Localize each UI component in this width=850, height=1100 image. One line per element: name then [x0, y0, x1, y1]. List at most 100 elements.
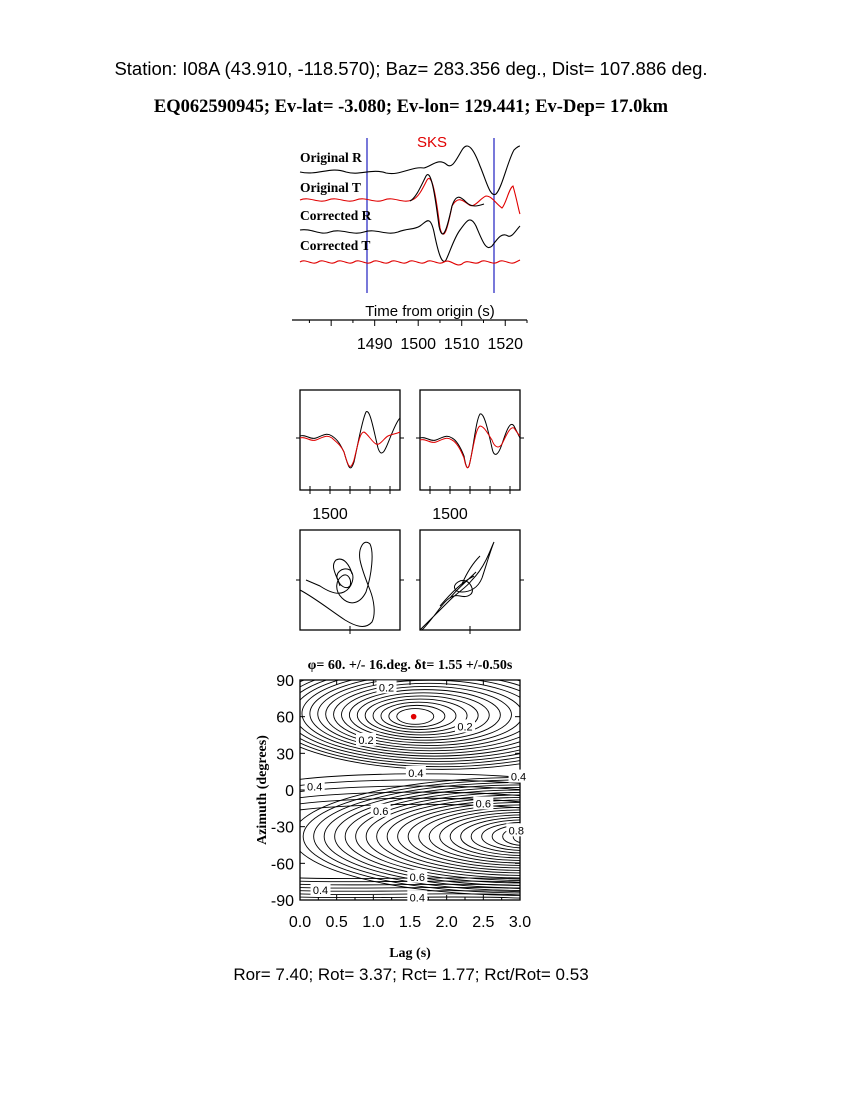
contour-label: 0.6: [410, 872, 425, 884]
lag-tick-label: 3.0: [509, 914, 531, 931]
time-tick-label: 1510: [444, 336, 480, 353]
contour-label: 0.6: [476, 798, 491, 810]
particle-motion-right-loops: [439, 555, 481, 607]
contour-label-bg: [370, 803, 391, 817]
waveform-left-tick-label: 1500: [312, 506, 348, 523]
contour-label-bg: [455, 719, 475, 733]
contour-line: [313, 782, 520, 891]
contour-label-bg: [473, 796, 494, 810]
energy-grid-frame: [299, 679, 521, 901]
azimuth-tick-label: 30: [276, 746, 294, 763]
contour-line: [380, 701, 457, 731]
lag-axis-label: Lag (s): [389, 946, 431, 961]
contour-line: [372, 698, 468, 733]
contour-label: 0.4: [511, 772, 526, 784]
contour-line: [386, 799, 520, 874]
contour-line: [300, 746, 520, 770]
azimuth-tick-label: -90: [271, 893, 294, 910]
contour-label: 0.4: [307, 781, 322, 793]
contour-line: [301, 680, 520, 757]
contour-label: 0.8: [509, 825, 524, 837]
time-tick-label: 1500: [400, 336, 436, 353]
waveform-ticks: [296, 437, 524, 494]
contour-lines: [300, 680, 520, 899]
trace-label-corrected-t: Corrected T: [300, 238, 370, 253]
contour-label-bg: [356, 732, 376, 746]
time-tick-label: 1520: [487, 336, 523, 353]
contour-line: [428, 809, 520, 864]
ratio-summary: Ror= 7.40; Rot= 3.37; Rct= 1.77; Rct/Rot…: [233, 965, 589, 984]
contour-line: [300, 680, 520, 760]
particle-motion-left-curve: [300, 541, 375, 627]
contour-line: [481, 822, 520, 851]
contour-label: 0.4: [408, 768, 423, 780]
contour-line: [460, 817, 520, 856]
best-fit-marker: [410, 713, 417, 720]
contour-line: [355, 792, 520, 881]
station-info: Station: I08A (43.910, -118.570); Baz= 2…: [114, 58, 708, 79]
contour-line: [356, 692, 490, 739]
time-tick-label: 1490: [357, 336, 393, 353]
contour-label-bg: [407, 890, 428, 904]
trace-corrected-r: [299, 219, 521, 262]
particle-motion-ticks: [296, 579, 524, 634]
contour-label: 0.2: [457, 721, 472, 733]
seismogram-panel: SKS Original R Original T Corrected R Co…: [292, 134, 528, 353]
contour-line: [333, 682, 520, 746]
energy-grid-title: φ= 60. +/- 16.deg. δt= 1.55 +/-0.50s: [308, 658, 513, 673]
contour-line: [344, 789, 520, 884]
contour-label-bg: [407, 869, 428, 883]
contour-label-bg: [304, 779, 325, 793]
contour-line: [323, 784, 520, 889]
time-axis-label: Time from origin (s): [365, 303, 494, 320]
contour-label: 0.2: [379, 682, 394, 694]
azimuth-tick-label: -60: [271, 856, 294, 873]
waveform-right-black: [419, 413, 521, 469]
contour-line: [396, 708, 435, 725]
contour-line: [364, 695, 479, 736]
lag-tick-label: 2.0: [436, 914, 458, 931]
contour-line: [502, 827, 520, 846]
lag-tick-label: 2.5: [472, 914, 494, 931]
azimuth-tick-label: -30: [271, 820, 294, 837]
contour-line: [341, 686, 512, 744]
contour-line: [376, 797, 520, 876]
contour-line: [418, 807, 520, 866]
contour-line: [348, 689, 501, 741]
lag-tick-label: 0.5: [326, 914, 348, 931]
contour-line: [397, 802, 520, 871]
waveform-right-red: [419, 425, 521, 469]
lag-tick-label: 0.0: [289, 914, 311, 931]
waveform-comparison-panel: 1500 1500: [296, 389, 524, 523]
sks-phase-label: SKS: [417, 134, 447, 151]
contour-line: [300, 680, 520, 762]
lag-tick-label: 1.0: [362, 914, 384, 931]
contour-label-bg: [376, 680, 397, 694]
waveform-left-black: [299, 411, 401, 469]
trace-original-t: [299, 177, 521, 235]
trace-original-t-black: [409, 174, 485, 235]
contour-label-bg: [506, 823, 527, 837]
contour-line: [512, 829, 520, 843]
trace-label-original-t: Original T: [300, 180, 361, 195]
lag-tick-label: 1.5: [399, 914, 421, 931]
azimuth-tick-label: 60: [276, 710, 294, 727]
contour-label-bg: [405, 765, 426, 779]
contour-line: [300, 791, 520, 799]
time-axis: 1490 1500 1510 1520: [292, 319, 528, 353]
energy-grid-axes: 0.0 0.5 1.0 1.5 2.0 2.5 3.0 90 60 30 0 -30 -60 -90: [271, 673, 531, 931]
contour-label: 0.4: [313, 885, 328, 897]
contour-line: [439, 812, 520, 861]
azimuth-tick-label: 0: [285, 783, 294, 800]
trace-corrected-t: [299, 259, 521, 266]
contour-line: [300, 680, 520, 765]
waveform-right-tick-label: 1500: [432, 506, 468, 523]
contour-line: [365, 794, 520, 879]
contour-label: 0.2: [358, 735, 373, 747]
contour-line: [302, 779, 520, 894]
azimuth-tick-label: 90: [276, 673, 294, 690]
contour-line: [317, 680, 520, 752]
contour-label-bg: [310, 883, 331, 897]
contour-line: [449, 814, 520, 859]
